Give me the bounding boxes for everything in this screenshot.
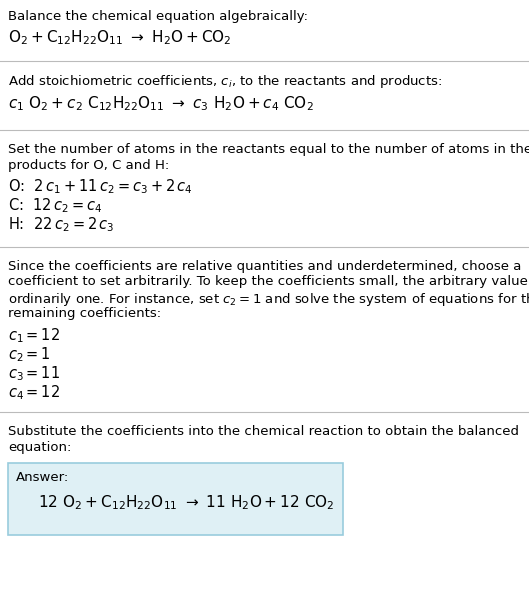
Text: coefficient to set arbitrarily. To keep the coefficients small, the arbitrary va: coefficient to set arbitrarily. To keep … [8,276,529,288]
Text: Answer:: Answer: [16,471,69,484]
Text: Add stoichiometric coefficients, $c_i$, to the reactants and products:: Add stoichiometric coefficients, $c_i$, … [8,73,442,90]
Text: $c_2 = 1$: $c_2 = 1$ [8,345,51,364]
Text: $c_4 = 12$: $c_4 = 12$ [8,383,60,402]
Text: products for O, C and H:: products for O, C and H: [8,158,169,172]
Text: $\mathrm{O_2 + C_{12}H_{22}O_{11}\ \rightarrow\ H_2O + CO_2}$: $\mathrm{O_2 + C_{12}H_{22}O_{11}\ \righ… [8,29,232,47]
Text: Set the number of atoms in the reactants equal to the number of atoms in the: Set the number of atoms in the reactants… [8,143,529,156]
Text: equation:: equation: [8,441,71,453]
Text: O:  $2\,c_1 + 11\,c_2 = c_3 + 2\,c_4$: O: $2\,c_1 + 11\,c_2 = c_3 + 2\,c_4$ [8,177,193,195]
Text: Balance the chemical equation algebraically:: Balance the chemical equation algebraica… [8,10,308,23]
Text: $c_1 = 12$: $c_1 = 12$ [8,326,60,345]
FancyBboxPatch shape [8,463,343,535]
Text: ordinarily one. For instance, set $c_2 = 1$ and solve the system of equations fo: ordinarily one. For instance, set $c_2 =… [8,291,529,308]
Text: Substitute the coefficients into the chemical reaction to obtain the balanced: Substitute the coefficients into the che… [8,425,519,438]
Text: remaining coefficients:: remaining coefficients: [8,307,161,319]
Text: $c_1\ \mathrm{O_2} + c_2\ \mathrm{C_{12}H_{22}O_{11}}\ \rightarrow\ c_3\ \mathrm: $c_1\ \mathrm{O_2} + c_2\ \mathrm{C_{12}… [8,94,314,113]
Text: Since the coefficients are relative quantities and underdetermined, choose a: Since the coefficients are relative quan… [8,260,522,273]
Text: $c_3 = 11$: $c_3 = 11$ [8,364,60,382]
Text: $12\ \mathrm{O_2} + \mathrm{C_{12}H_{22}O_{11}}\ \rightarrow\ 11\ \mathrm{H_2O} : $12\ \mathrm{O_2} + \mathrm{C_{12}H_{22}… [38,493,334,512]
Text: H:  $22\,c_2 = 2\,c_3$: H: $22\,c_2 = 2\,c_3$ [8,215,114,234]
Text: C:  $12\,c_2 = c_4$: C: $12\,c_2 = c_4$ [8,196,102,215]
